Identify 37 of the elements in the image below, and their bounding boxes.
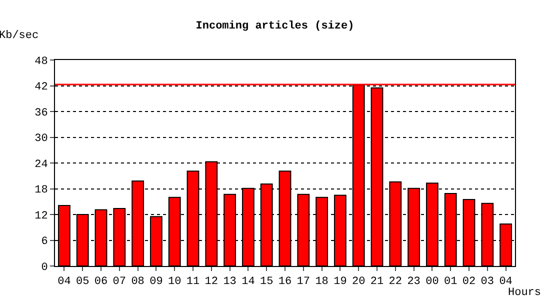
y-axis-title: Kb/sec xyxy=(0,30,39,42)
x-tick-label: 12 xyxy=(204,276,218,288)
chart-title: Incoming articles (size) xyxy=(196,20,354,33)
x-tick-label: 04 xyxy=(58,276,72,288)
y-tick-label: 12 xyxy=(34,210,48,222)
y-tick-label: 24 xyxy=(34,158,48,171)
y-tick-label: 42 xyxy=(34,82,48,94)
x-tick-label: 06 xyxy=(94,276,108,288)
x-tick-label: 18 xyxy=(315,276,328,288)
x-tick-label: 07 xyxy=(112,276,126,288)
x-tick-label: 20 xyxy=(352,276,366,288)
x-tick-label: 15 xyxy=(260,276,274,288)
y-tick-label: 18 xyxy=(34,184,48,197)
y-tick-label: 36 xyxy=(34,107,48,120)
x-tick-label: 09 xyxy=(150,276,163,288)
x-tick-label: 08 xyxy=(131,276,144,288)
x-tick-label: 00 xyxy=(426,276,439,288)
y-tick-label: 6 xyxy=(41,236,48,248)
x-tick-label: 19 xyxy=(334,276,347,288)
x-tick-label: 14 xyxy=(242,276,256,288)
x-tick-label: 13 xyxy=(223,276,236,288)
x-tick-label: 21 xyxy=(370,276,384,288)
x-tick-label: 04 xyxy=(499,276,513,288)
x-tick-label: 11 xyxy=(186,276,200,288)
y-tick-label: 0 xyxy=(41,262,48,274)
x-tick-label: 22 xyxy=(388,276,402,288)
x-tick-label: 17 xyxy=(296,276,310,288)
y-tick-label: 30 xyxy=(34,133,48,146)
x-tick-label: 23 xyxy=(407,276,420,288)
x-tick-label: 10 xyxy=(168,276,182,288)
x-tick-label: 01 xyxy=(444,276,458,288)
x-tick-label: 02 xyxy=(462,276,476,288)
y-tick-label: 48 xyxy=(34,56,48,68)
x-axis-title: Hours xyxy=(508,287,542,299)
x-tick-label: 03 xyxy=(480,276,494,288)
x-tick-label: 05 xyxy=(76,276,90,288)
x-tick-label: 16 xyxy=(278,276,292,288)
